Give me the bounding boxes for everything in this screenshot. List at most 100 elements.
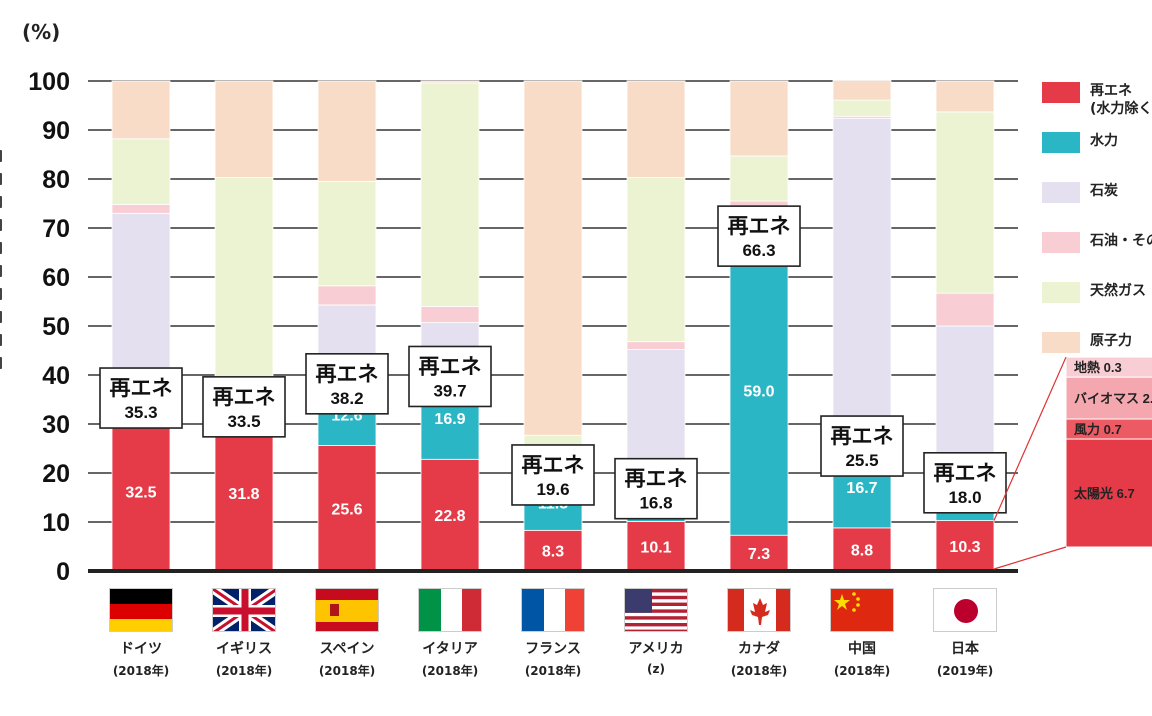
bar-segment-renewable	[111, 411, 171, 572]
bar-segment-nuclear	[317, 80, 377, 182]
legend-swatch	[1042, 182, 1080, 203]
bar-segment-coal	[832, 117, 892, 447]
bar-segment-oil_other	[420, 305, 480, 323]
legend-swatch	[1042, 82, 1080, 103]
callout-total: 35.3	[124, 403, 157, 422]
legend-item-nuclear: 原子力	[1040, 328, 1152, 378]
bar-segment-renewable	[317, 445, 377, 572]
flag-germany-icon	[109, 588, 173, 632]
country-year: (2018年)	[112, 664, 170, 678]
data-label: 22.8	[434, 508, 465, 525]
data-label: 7.3	[748, 546, 770, 563]
callout-total: 39.7	[433, 381, 466, 400]
bar-segment-gas	[317, 181, 377, 287]
flag-uk-icon	[212, 588, 276, 632]
bar-segment-renewable	[832, 527, 892, 572]
data-label: 16.9	[434, 411, 465, 428]
country-name: イタリア	[422, 641, 478, 657]
y-tick-label: 20	[42, 460, 70, 488]
country-year: (z)	[647, 662, 665, 676]
callout-total: 25.5	[845, 451, 878, 470]
data-label: 31.8	[228, 486, 259, 503]
legend-label: 水力	[1090, 133, 1118, 149]
data-label: 10.1	[640, 539, 671, 556]
callout-total: 33.5	[227, 412, 260, 431]
y-tick-label: 90	[42, 117, 70, 145]
bar-segment-nuclear	[935, 80, 995, 113]
y-tick-label: 10	[42, 509, 70, 537]
bar-segment-gas	[729, 155, 789, 202]
bar-segment-gas	[214, 177, 274, 393]
bar-segment-renewable	[214, 414, 274, 572]
callout-title: 再エネ	[213, 386, 276, 409]
bar-segment-nuclear	[523, 80, 583, 436]
country-name: 中国	[848, 641, 876, 657]
bar-segment-gas	[935, 111, 995, 294]
country-year: (2018年)	[215, 664, 273, 678]
country-label: ドイツ (2018年)	[91, 588, 191, 679]
data-label: 59.0	[743, 384, 774, 401]
country-label: 中国 (2018年)	[812, 588, 912, 679]
callout-box	[717, 205, 801, 267]
bar-segment-oil_other	[317, 285, 377, 306]
y-tick-label: 80	[42, 166, 70, 194]
y-tick-label: 0	[56, 558, 70, 586]
country-name: イギリス	[216, 641, 272, 657]
bar-segment-nuclear	[626, 80, 686, 178]
callout-total: 18.0	[948, 488, 981, 507]
callout-title: 再エネ	[728, 215, 791, 238]
country-year: (2018年)	[421, 664, 479, 678]
country-label: スペイン (2018年)	[297, 588, 397, 679]
breakdown-segment	[1065, 356, 1152, 378]
y-axis-title-partial	[0, 150, 4, 420]
callout-total: 19.6	[536, 480, 569, 499]
callout-box	[202, 376, 286, 438]
bar-segment-hydro	[729, 245, 789, 536]
flag-japan-icon	[933, 588, 997, 632]
y-tick-label: 50	[42, 313, 70, 341]
legend-item-oil_other: 石油・その他	[1040, 228, 1152, 278]
bar-segment-nuclear	[420, 80, 480, 84]
legend-swatch	[1042, 232, 1080, 253]
y-tick-label: 100	[28, 68, 70, 96]
bar-segment-oil_other	[935, 292, 995, 327]
breakdown-label: 太陽光 6.7	[1073, 486, 1135, 501]
callout-box	[408, 345, 492, 408]
country-name: ドイツ	[120, 641, 162, 657]
legend-sublabel: (水力除く)	[1090, 101, 1152, 117]
breakdown-connector	[993, 356, 1067, 521]
y-tick-label: 40	[42, 362, 70, 390]
breakdown-connector	[993, 546, 1067, 570]
flag-italy-icon	[418, 588, 482, 632]
country-name: フランス	[525, 641, 581, 657]
country-label: イギリス (2018年)	[194, 588, 294, 679]
country-label: カナダ (2018年)	[709, 588, 809, 679]
legend-swatch	[1042, 332, 1080, 353]
country-name: スペイン	[319, 641, 375, 657]
data-label: 32.5	[125, 484, 156, 501]
breakdown-label: 地熱 0.3	[1074, 360, 1122, 375]
flag-china-icon	[830, 588, 894, 632]
flag-usa-icon	[624, 588, 688, 632]
legend-label: 天然ガス	[1090, 283, 1146, 299]
legend-label: 石油・その他	[1090, 233, 1152, 249]
callout-title: 再エネ	[110, 377, 173, 400]
bar-segment-renewable	[420, 458, 480, 572]
y-tick-label: 30	[42, 411, 70, 439]
bar-segment-nuclear	[729, 80, 789, 157]
data-label: 25.6	[331, 501, 362, 518]
country-label: アメリカ (z)	[606, 588, 706, 676]
callout-title: 再エネ	[934, 462, 997, 485]
bar-segment-nuclear	[111, 80, 171, 140]
callout-total: 66.3	[742, 241, 775, 260]
callout-total: 38.2	[330, 389, 363, 408]
data-label: 10.3	[949, 539, 980, 556]
country-year: (2019年)	[936, 664, 994, 678]
y-tick-label: 60	[42, 264, 70, 292]
legend-item-gas: 天然ガス	[1040, 278, 1152, 328]
legend-swatch	[1042, 282, 1080, 303]
breakdown-segment	[1065, 438, 1152, 548]
bar-segment-nuclear	[832, 80, 892, 101]
